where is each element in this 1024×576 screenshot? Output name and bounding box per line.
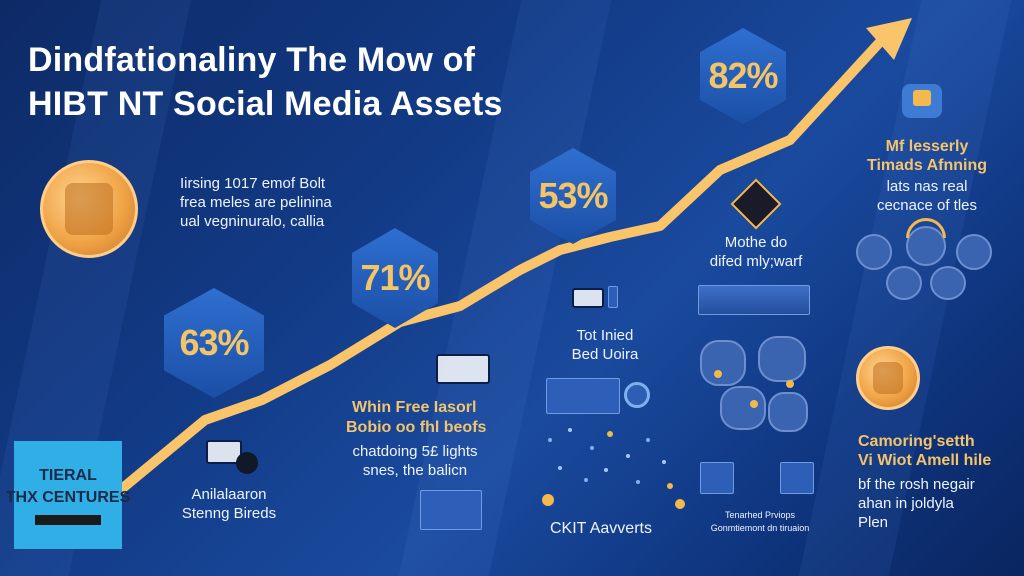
stat-hexagon-63: 63% bbox=[164, 288, 264, 398]
monitor-icon bbox=[572, 288, 604, 308]
title-line-1: Dindfationaliny The Mow of bbox=[28, 41, 476, 79]
sign-line-1: TIERAL bbox=[39, 467, 97, 484]
stat-value: 82% bbox=[708, 55, 778, 96]
coin-icon bbox=[40, 160, 138, 258]
page-title: Dindfationaliny The Mow of HIBT NT Socia… bbox=[28, 38, 628, 126]
top-right-text: lats nas real cecnace of tles bbox=[876, 178, 978, 214]
dashboard-panel bbox=[546, 378, 620, 414]
globe-icon bbox=[624, 382, 650, 408]
stat-value: 71% bbox=[360, 257, 430, 298]
whin-subheading: Bobio oo fhl beofs bbox=[346, 419, 487, 436]
camo-text: bf the rosh negair ahan in joldyla Plen bbox=[858, 476, 975, 531]
mid-right-text: Mothe do difed mly;warf bbox=[709, 234, 803, 270]
sign-line-2: THX CENTURES bbox=[5, 489, 131, 506]
ckit-text: CKIT Aavverts bbox=[550, 520, 652, 537]
coin-icon bbox=[856, 346, 920, 410]
title-line-2: HIBT NT Social Media Assets bbox=[28, 85, 503, 123]
puzzle-cluster-icon bbox=[694, 330, 824, 450]
camo-heading: Camoring'setth Vi Wiot Amell hile bbox=[858, 433, 992, 469]
whin-heading: Whin Free Iasorl bbox=[352, 399, 477, 416]
anila-text: Anilalaaron Stenng Bireds bbox=[181, 486, 277, 522]
stat-value: 53% bbox=[538, 175, 608, 216]
sign-bar bbox=[35, 515, 101, 525]
top-right-heading: Mf lesserly Timads Afnning bbox=[867, 138, 987, 174]
tiny-caption: Tenarhed Prviops Gonmtiemont dn tiruaion bbox=[710, 510, 810, 533]
monitor-icon bbox=[436, 354, 490, 384]
city-skyline-panel bbox=[698, 285, 810, 315]
arrow-head-icon bbox=[866, 18, 912, 60]
intro-text: Iirsing 1017 emof Bolt frea meles are pe… bbox=[180, 175, 332, 230]
lock-icon bbox=[902, 84, 942, 118]
tieral-sign: TIERAL THX CENTURES bbox=[6, 441, 130, 549]
device-icon bbox=[700, 462, 734, 494]
network-gears-icon bbox=[856, 218, 996, 306]
tablet-icon bbox=[608, 286, 618, 308]
device-icon bbox=[420, 490, 482, 530]
device-icon bbox=[780, 462, 814, 494]
gamepad-icon bbox=[236, 452, 258, 474]
stat-value: 63% bbox=[179, 322, 249, 363]
tot-text: Tot Inied Bed Uoira bbox=[571, 327, 639, 363]
particle-field bbox=[542, 428, 685, 509]
whin-text: chatdoing 5£ lights snes, the balicn bbox=[352, 443, 478, 479]
